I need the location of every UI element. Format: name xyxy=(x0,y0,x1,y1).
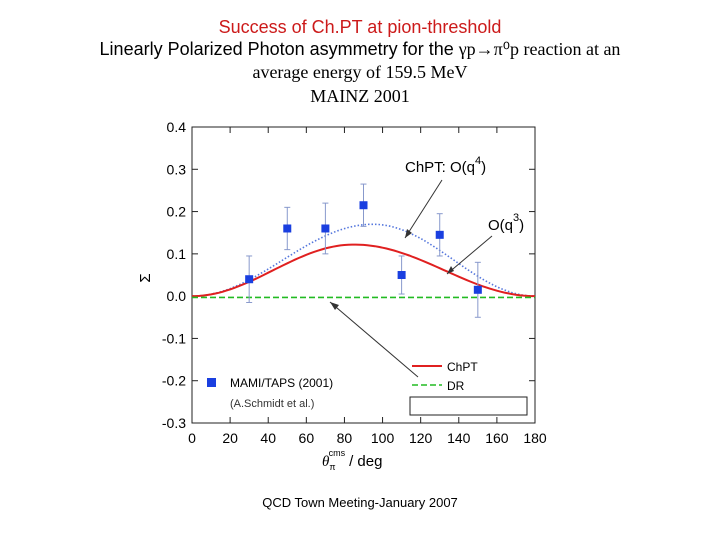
x-tick-label: 180 xyxy=(523,430,547,446)
x-tick-label: 100 xyxy=(371,430,395,446)
x-axis-label-pi: π xyxy=(329,462,335,472)
x-axis-label-unit: / deg xyxy=(349,453,382,470)
slide-subtitle-line1: Linearly Polarized Photon asymmetry for … xyxy=(0,38,720,60)
subtitle-prefix: Linearly Polarized Photon asymmetry for … xyxy=(99,39,459,59)
data-points xyxy=(245,183,482,318)
annotation-q3-base: O(q xyxy=(488,217,513,234)
annotation-dr-arrowhead xyxy=(330,302,339,310)
annotation-dr-arrow xyxy=(329,301,419,378)
data-point xyxy=(397,271,406,279)
x-tick-label: 140 xyxy=(447,430,471,446)
annotation-q3-sup: 3 xyxy=(513,212,519,224)
reaction-formula: γp→π⁰p xyxy=(458,39,519,59)
annotation-q4-arrow xyxy=(404,179,443,239)
y-tick-label: -0.3 xyxy=(162,415,186,431)
plot-frame xyxy=(191,126,536,424)
annotation-q4-close: ) xyxy=(481,159,486,176)
annotation-q4-base: ChPT: O(q xyxy=(405,159,475,176)
x-axis-label: θπ cms / deg xyxy=(322,448,382,472)
x-tick-label: 80 xyxy=(337,430,353,446)
x-tick-label: 160 xyxy=(485,430,509,446)
y-tick-label: 0.2 xyxy=(167,204,187,220)
annotation-q4-arrowhead xyxy=(405,229,412,238)
data-point xyxy=(321,224,330,233)
y-tick-label: 0.1 xyxy=(167,246,187,262)
annotation-chpt-q4: ChPT: O(q4) xyxy=(405,155,486,176)
x-axis-label-cms: cms xyxy=(329,448,346,458)
annotation-q3: O(q3) xyxy=(488,212,524,234)
x-tick-label: 20 xyxy=(222,430,238,446)
slide-title: Success of Ch.PT at pion-threshold xyxy=(218,17,502,37)
slide-footer: QCD Town Meeting-January 2007 xyxy=(262,495,458,510)
legend-data-label: MAMI/TAPS (2001) xyxy=(230,376,333,390)
y-tick-label: 0.4 xyxy=(167,119,187,135)
x-tick-label: 40 xyxy=(260,430,276,446)
x-axis-label-theta: θ xyxy=(322,454,330,470)
data-point xyxy=(245,275,254,284)
y-tick-label: -0.1 xyxy=(162,330,186,346)
data-point xyxy=(435,230,444,239)
x-axis-ticks: 0 20 40 60 80 100 120 140 160 180 xyxy=(188,127,547,446)
y-tick-label: 0.3 xyxy=(167,161,187,177)
annotation-q4-sup: 4 xyxy=(475,155,481,167)
legend-chpt-label: ChPT xyxy=(447,360,478,374)
annotation-q3-arrowhead xyxy=(447,266,454,274)
legend-box xyxy=(409,396,528,416)
x-tick-label: 120 xyxy=(409,430,433,446)
y-tick-label: 0.0 xyxy=(167,288,187,304)
legend-data-sublabel: (A.Schmidt et al.) xyxy=(230,398,314,410)
slide-title-block: Success of Ch.PT at pion-threshold Linea… xyxy=(0,16,720,108)
data-point xyxy=(359,201,368,210)
y-axis-label: Σ xyxy=(137,273,154,282)
chpt-curve xyxy=(192,243,535,298)
legend-data-marker xyxy=(207,378,216,387)
x-tick-label: 0 xyxy=(188,430,196,446)
x-tick-label: 60 xyxy=(299,430,315,446)
subtitle-suffix: reaction at an xyxy=(518,39,621,59)
y-axis-ticks: 0.4 0.3 0.2 0.1 0.0 -0.1 -0.2 -0.3 xyxy=(162,119,535,431)
y-tick-label: -0.2 xyxy=(162,373,186,389)
slide-subtitle-line3: MAINZ 2001 xyxy=(310,86,410,106)
slide-subtitle-line2: average energy of 159.5 MeV xyxy=(252,62,468,82)
data-point xyxy=(473,285,482,294)
annotation-q3-arrow xyxy=(446,235,493,275)
data-point xyxy=(283,224,292,233)
annotation-q3-close: ) xyxy=(519,217,524,234)
legend-dr-label: DR xyxy=(447,379,465,393)
